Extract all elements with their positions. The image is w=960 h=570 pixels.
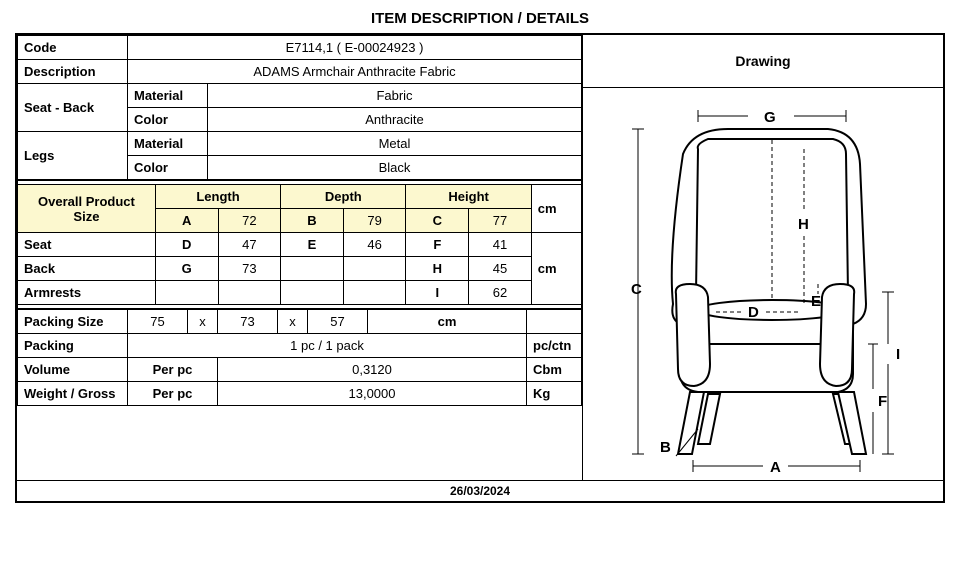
header-table: Code E7114,1 ( E-00024923 ) Description … xyxy=(17,35,582,180)
material-label: Material xyxy=(128,84,208,108)
dim-D-val: 47 xyxy=(218,233,281,257)
packing-value: 1 pc / 1 pack xyxy=(128,334,527,358)
depth-label: Depth xyxy=(281,185,406,209)
dim-I-val: 62 xyxy=(469,281,532,305)
dim-G-val: 73 xyxy=(218,257,281,281)
drawing-column: Drawing xyxy=(583,35,943,480)
unit-cm: cm xyxy=(531,185,581,233)
dim-B-key: B xyxy=(281,209,344,233)
volume-unit: Cbm xyxy=(527,358,582,382)
svg-text:I: I xyxy=(896,346,900,363)
dimensions-table: Overall Product Size Length Depth Height… xyxy=(17,180,582,309)
drawing-area: G C H D E xyxy=(583,88,943,480)
legs-material: Metal xyxy=(208,132,582,156)
svg-text:G: G xyxy=(764,109,776,126)
armchair-drawing: G C H D E xyxy=(598,94,928,474)
dim-E-key: E xyxy=(281,233,344,257)
spec-table-area: Code E7114,1 ( E-00024923 ) Description … xyxy=(17,35,583,480)
back-label: Back xyxy=(18,257,156,281)
page-title: ITEM DESCRIPTION / DETAILS xyxy=(15,10,945,27)
color-label: Color xyxy=(128,108,208,132)
svg-text:H: H xyxy=(798,216,809,233)
per-pc-1: Per pc xyxy=(128,358,218,382)
svg-text:B: B xyxy=(660,439,671,456)
pack-h: 57 xyxy=(308,310,368,334)
seatback-label: Seat - Back xyxy=(18,84,128,132)
seat-label: Seat xyxy=(18,233,156,257)
weight-label: Weight / Gross xyxy=(18,382,128,406)
code-label: Code xyxy=(18,36,128,60)
pack-x1: x xyxy=(188,310,218,334)
svg-text:A: A xyxy=(770,459,781,474)
pack-unit: cm xyxy=(368,310,527,334)
material-label-2: Material xyxy=(128,132,208,156)
desc-label: Description xyxy=(18,60,128,84)
dim-B-val: 79 xyxy=(343,209,406,233)
armrests-label: Armrests xyxy=(18,281,156,305)
date-footer: 26/03/2024 xyxy=(17,480,943,501)
code-value: E7114,1 ( E-00024923 ) xyxy=(128,36,582,60)
dim-E-val: 46 xyxy=(343,233,406,257)
color-label-2: Color xyxy=(128,156,208,180)
packing-label: Packing xyxy=(18,334,128,358)
dim-C-key: C xyxy=(406,209,469,233)
dim-F-key: F xyxy=(406,233,469,257)
dim-H-val: 45 xyxy=(469,257,532,281)
dim-I-key: I xyxy=(406,281,469,305)
height-label: Height xyxy=(406,185,531,209)
svg-text:E: E xyxy=(811,293,821,310)
svg-text:F: F xyxy=(878,393,887,410)
dim-G-key: G xyxy=(155,257,218,281)
weight-unit: Kg xyxy=(527,382,582,406)
volume-label: Volume xyxy=(18,358,128,382)
desc-value: ADAMS Armchair Anthracite Fabric xyxy=(128,60,582,84)
spec-sheet: Code E7114,1 ( E-00024923 ) Description … xyxy=(15,33,945,503)
volume-value: 0,3120 xyxy=(218,358,527,382)
seatback-color: Anthracite xyxy=(208,108,582,132)
dim-D-key: D xyxy=(155,233,218,257)
pack-l: 75 xyxy=(128,310,188,334)
svg-text:D: D xyxy=(748,304,759,321)
dim-H-key: H xyxy=(406,257,469,281)
svg-text:C: C xyxy=(631,281,642,298)
pack-x2: x xyxy=(278,310,308,334)
per-pc-2: Per pc xyxy=(128,382,218,406)
dim-C-val: 77 xyxy=(469,209,532,233)
legs-label: Legs xyxy=(18,132,128,180)
dim-A-val: 72 xyxy=(218,209,281,233)
length-label: Length xyxy=(155,185,280,209)
packing-table: Packing Size 75 x 73 x 57 cm Packing 1 p… xyxy=(17,309,582,406)
packing-unit: pc/ctn xyxy=(527,334,582,358)
weight-value: 13,0000 xyxy=(218,382,527,406)
pack-w: 73 xyxy=(218,310,278,334)
unit-cm-2: cm xyxy=(531,233,581,305)
drawing-label: Drawing xyxy=(583,35,943,88)
packing-size-label: Packing Size xyxy=(18,310,128,334)
legs-color: Black xyxy=(208,156,582,180)
seatback-material: Fabric xyxy=(208,84,582,108)
overall-label: Overall Product Size xyxy=(18,185,156,233)
dim-A-key: A xyxy=(155,209,218,233)
dim-F-val: 41 xyxy=(469,233,532,257)
